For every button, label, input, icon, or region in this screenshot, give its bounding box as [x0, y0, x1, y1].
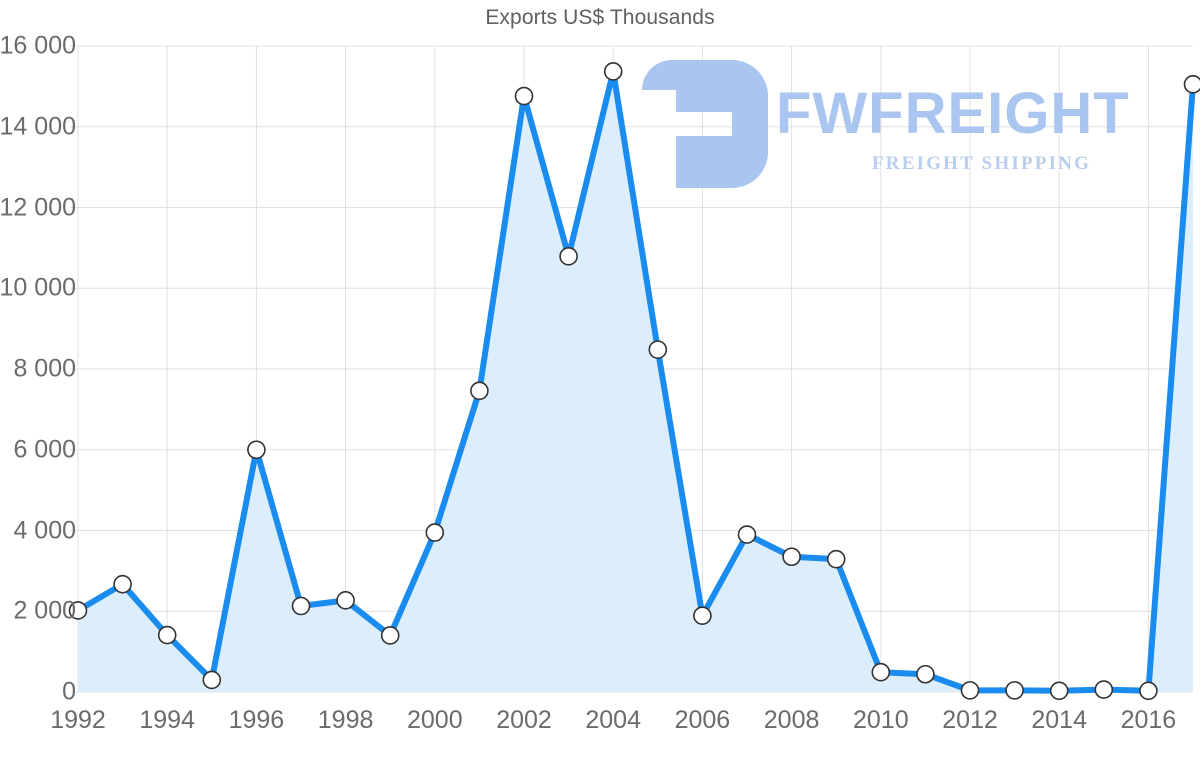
x-axis-tick-label: 1998 [317, 706, 374, 734]
series-area-fill [78, 71, 1193, 692]
data-point-marker [202, 670, 222, 690]
data-point-marker [514, 86, 534, 106]
x-axis-tick-label: 2012 [942, 706, 998, 734]
y-axis-tick-label: 12 000 [0, 193, 76, 221]
x-axis-tick-label: 2008 [763, 706, 820, 734]
data-point-marker [559, 247, 578, 266]
data-point-marker [113, 574, 132, 594]
data-point-marker [1094, 680, 1114, 699]
y-axis-tick-label: 10 000 [0, 273, 76, 302]
y-axis-tick-label: 2 000 [13, 596, 76, 625]
data-point-marker [960, 681, 980, 700]
data-point-marker [871, 662, 891, 682]
x-axis-tick-label: 2002 [496, 706, 552, 734]
data-point-marker [425, 523, 445, 542]
y-axis-labels: 0 2 000 4 000 6 000 8 000 10 000 12 000 14 000 1… [0, 0, 76, 763]
x-axis-tick-label: 2004 [585, 706, 641, 734]
y-axis-tick-label: 16 000 [0, 31, 76, 60]
data-point-marker [68, 601, 88, 620]
data-point-marker [157, 625, 177, 645]
x-axis-tick-label: 2014 [1031, 706, 1087, 734]
data-point-marker [1049, 681, 1069, 701]
chart-title: Exports US$ Thousands [485, 6, 715, 29]
data-point-marker [737, 525, 757, 544]
data-point-marker [648, 340, 668, 359]
x-axis-tick-label: 2016 [1120, 706, 1177, 734]
data-point-marker [826, 549, 846, 569]
data-point-marker [603, 62, 623, 81]
y-axis-tick-label: 8 000 [13, 354, 76, 383]
data-point-marker [1139, 681, 1158, 701]
data-point-marker [782, 547, 801, 567]
data-point-marker [470, 381, 489, 401]
data-point-marker [1005, 681, 1024, 700]
data-point-marker [247, 440, 266, 460]
x-axis-tick-label: 2000 [406, 706, 463, 734]
y-axis-tick-label: 0 [62, 677, 76, 706]
x-axis-tick-label: 1994 [139, 706, 195, 734]
data-point-marker [380, 626, 400, 645]
x-axis-tick-label: 1996 [228, 706, 285, 734]
x-axis-tick-label: 2010 [852, 706, 909, 734]
x-axis-tick-label: 2006 [674, 706, 731, 734]
series-markers [68, 62, 1200, 701]
data-point-marker [1183, 75, 1200, 94]
y-axis-tick-label: 6 000 [13, 435, 76, 464]
y-axis-tick-label: 4 000 [13, 516, 76, 544]
data-point-marker [693, 606, 712, 625]
y-axis-tick-label: 14 000 [0, 112, 76, 141]
data-point-marker [291, 596, 311, 616]
x-axis-tick-label: 1992 [50, 706, 106, 734]
data-point-marker [336, 591, 355, 610]
data-point-marker [916, 664, 935, 684]
